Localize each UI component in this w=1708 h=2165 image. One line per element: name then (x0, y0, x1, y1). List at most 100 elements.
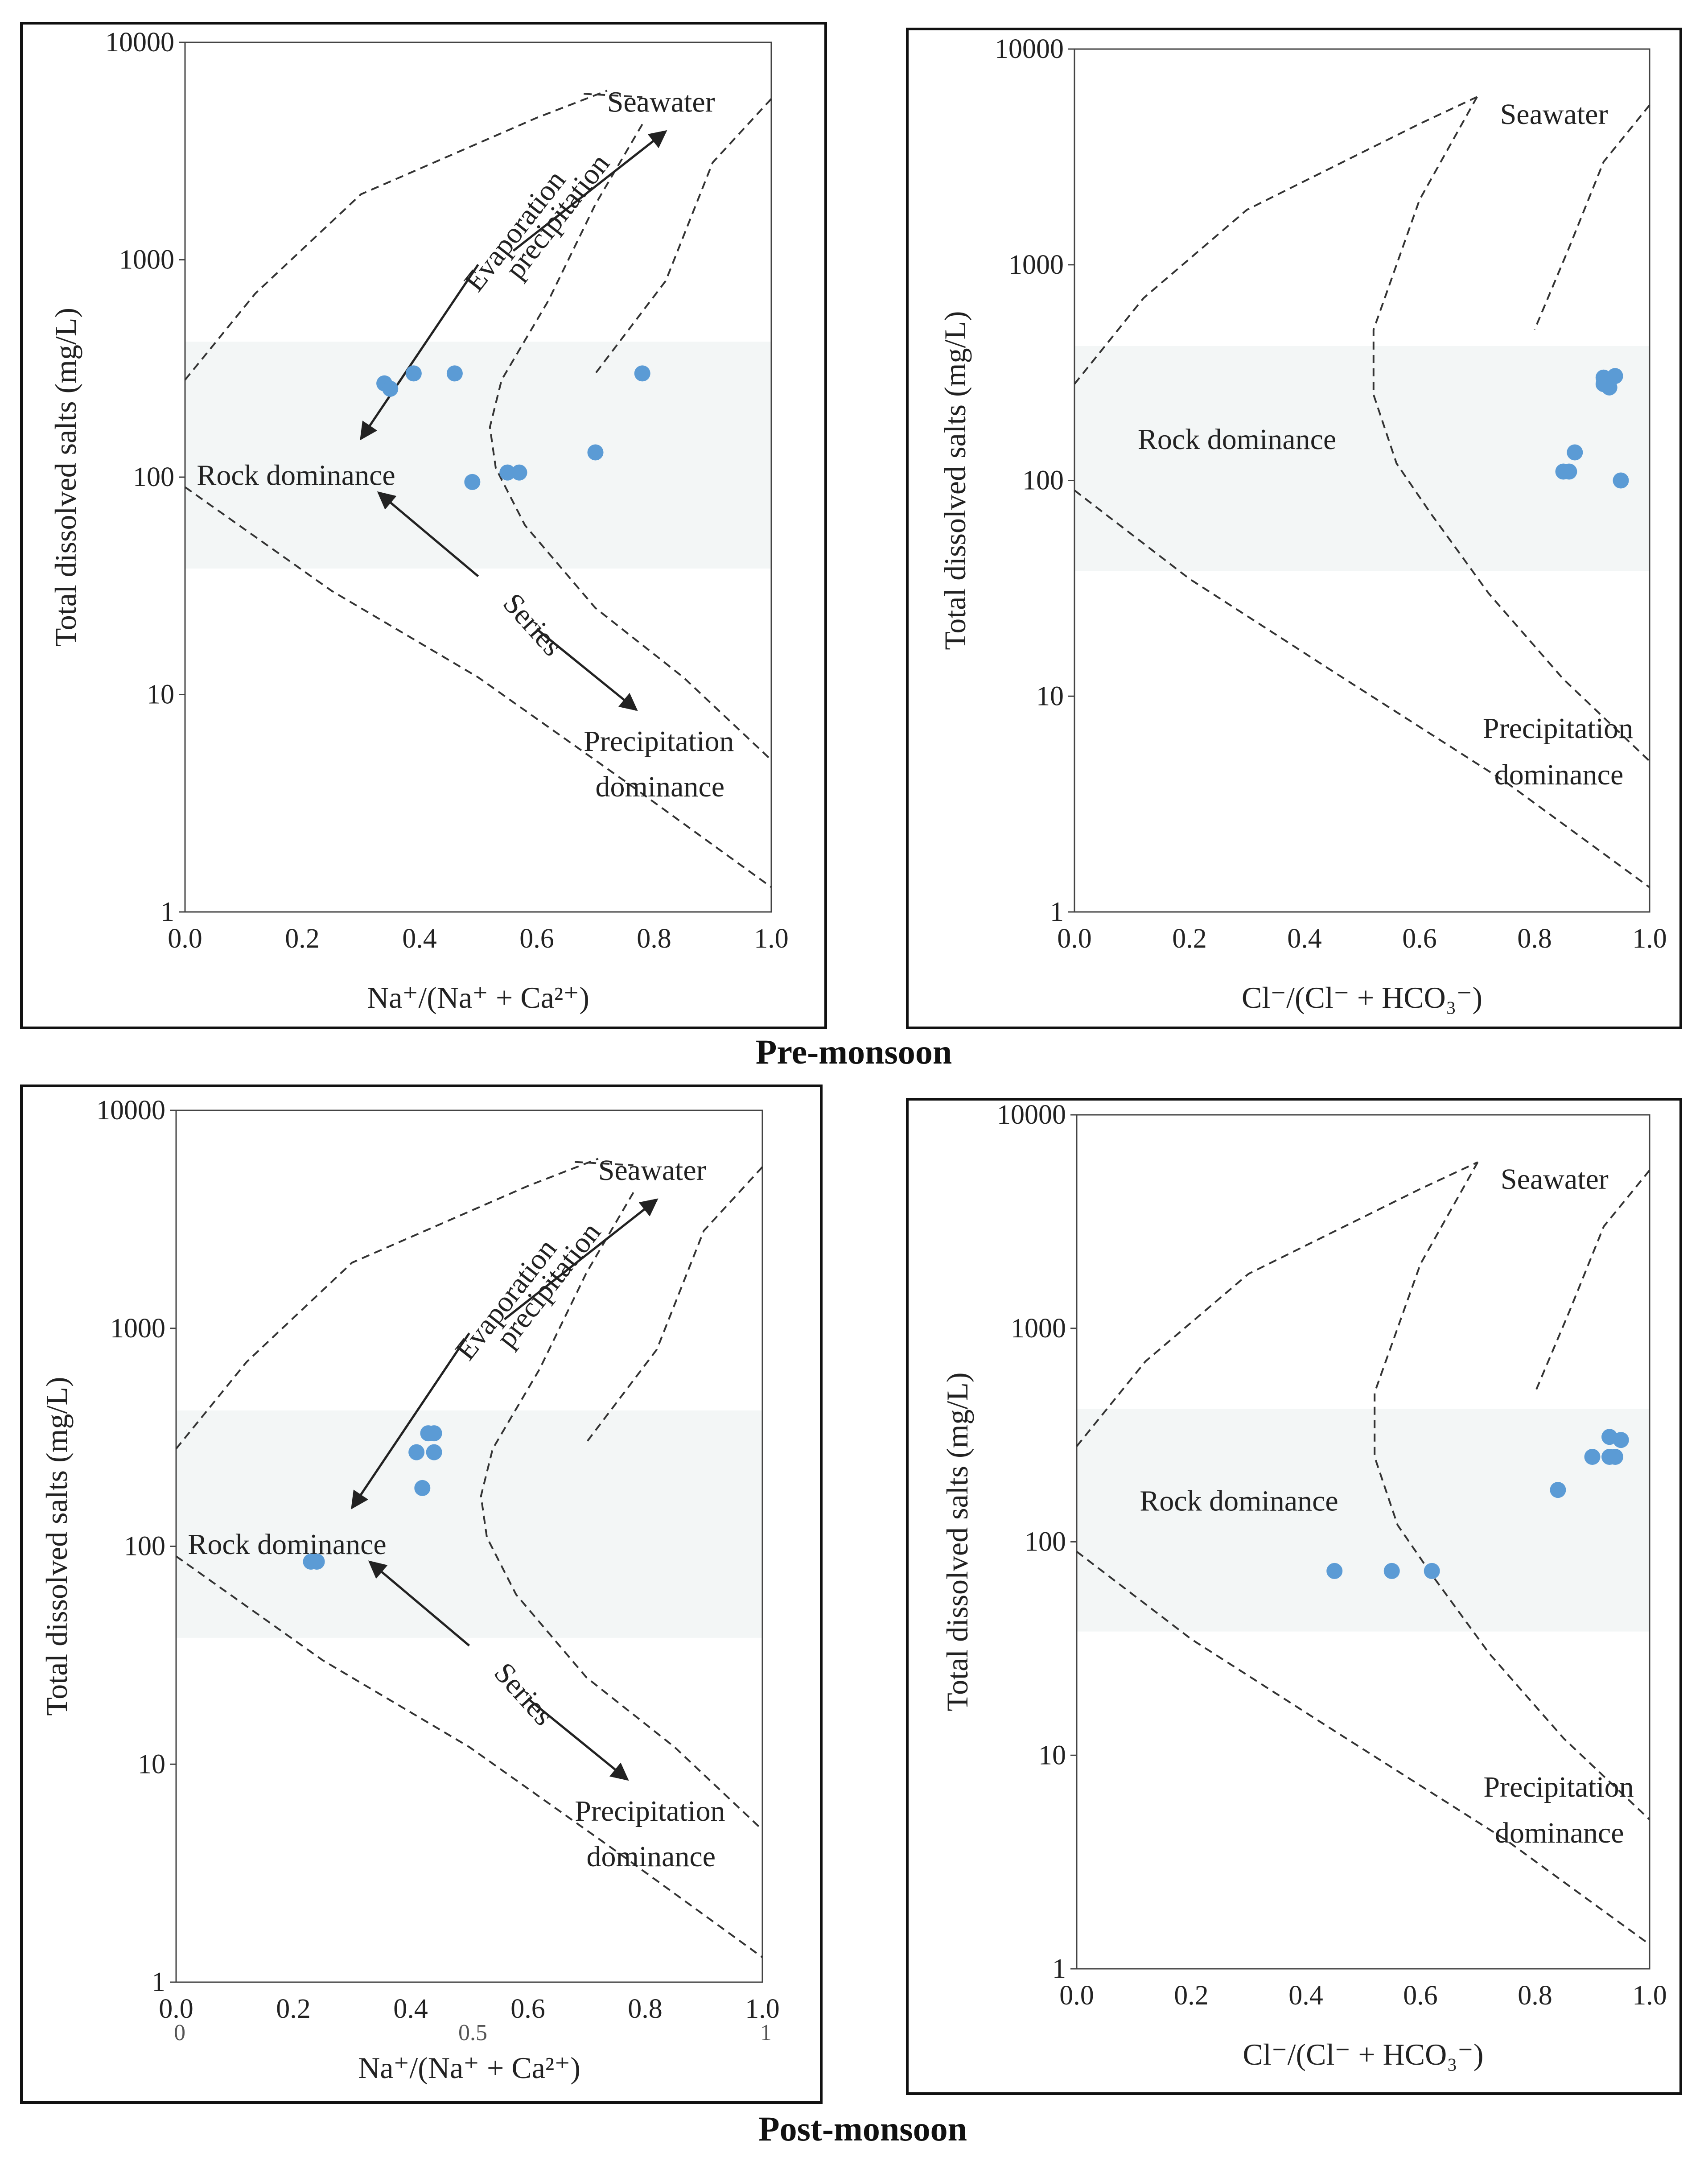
y-tick-label: 1 (1050, 897, 1064, 927)
envelope-lower-line (1076, 1551, 1650, 1946)
y-tick-label: 10 (147, 680, 174, 710)
data-point (382, 380, 399, 397)
envelope-upperTail-line (575, 1161, 634, 1167)
x-axis-label: Na⁺/(Na⁺ + Ca²⁺) (367, 981, 589, 1014)
y-tick-label: 1 (1052, 1954, 1066, 1984)
annotation-rock-dominance: Rock dominance (1140, 1485, 1338, 1518)
caption-pre-monsoon: Pre-monsoon (756, 1032, 952, 1071)
annotation-rock-dominance: Rock dominance (1138, 423, 1336, 456)
x-tick-label: 1.0 (1632, 924, 1667, 954)
y-tick-label: 10000 (105, 27, 174, 58)
envelope-right-line (1534, 1170, 1650, 1393)
x-tick-label: 0.2 (276, 1994, 311, 2024)
annotation-seawater: Seawater (598, 1154, 706, 1187)
y-tick-label: 1000 (110, 1313, 165, 1344)
x-tick-label: 1.0 (1632, 1980, 1667, 2011)
arrow-rock-down (351, 1332, 470, 1509)
envelope-lower-line (175, 1555, 763, 1958)
annotation-rock-dominance: Rock dominance (188, 1528, 386, 1561)
x-tick-label: 0.8 (1517, 924, 1552, 954)
annotation-precipitation-dominance-1: Precipitation (1483, 1771, 1634, 1803)
data-point (1383, 1563, 1400, 1579)
data-point (1424, 1563, 1440, 1579)
x-tick-label: 0.8 (637, 924, 671, 954)
envelope-lower-line (184, 486, 772, 888)
envelope-right-line (1534, 104, 1650, 330)
y-tick-label: 10000 (995, 34, 1064, 64)
annotation-precipitation-dominance-2: dominance (587, 1840, 716, 1873)
x-axis-label: Cl⁻/(Cl⁻ + HCO₃⁻) (1243, 2037, 1484, 2071)
x-tick-label: 0.6 (1403, 1980, 1438, 2011)
data-point (414, 1480, 431, 1496)
envelope-inner-line (480, 1192, 763, 1831)
annotation-series: Series (488, 1657, 560, 1732)
y-tick-label: 1 (161, 897, 174, 927)
data-point (1584, 1448, 1601, 1465)
annotation-rock-dominance: Rock dominance (197, 459, 395, 492)
x-tick-label: 1.0 (745, 1994, 780, 2024)
data-point (511, 464, 527, 481)
data-point (1613, 1432, 1629, 1448)
x-tick-label: 0.4 (393, 1994, 428, 2024)
y-tick-label: 100 (1022, 466, 1064, 496)
data-point (1607, 368, 1623, 384)
x-axis-label: Cl⁻/(Cl⁻ + HCO₃⁻) (1242, 981, 1482, 1014)
envelope-inner-line (1374, 1162, 1650, 1820)
y-tick-label: 10000 (997, 1100, 1066, 1130)
y-tick-label: 10 (138, 1749, 165, 1779)
envelope-upper-line (1074, 96, 1478, 385)
caption-post-monsoon: Post-monsoon (758, 2109, 967, 2148)
data-point (405, 365, 422, 382)
extra-tick-label: 0.5 (458, 2020, 487, 2045)
extra-tick-label: 0 (174, 2020, 185, 2045)
y-tick-label: 10 (1036, 681, 1064, 711)
y-tick-label: 100 (133, 462, 174, 492)
data-point (1567, 444, 1583, 461)
annotation-precipitation-dominance-1: Precipitation (575, 1795, 725, 1827)
shaded-band (185, 342, 771, 569)
arrow-rock-down (360, 264, 479, 441)
extra-tick-label: 1 (760, 2020, 772, 2045)
chart-panel-post-monsoon-cation: 1 10 100 1000 10000 0.0 0.2 0.4 0.6 0.8 1.0 0 0.5 1 Na… (20, 1085, 823, 2104)
data-point (1326, 1563, 1343, 1579)
y-tick-label: 10000 (96, 1095, 165, 1126)
data-point (426, 1425, 442, 1442)
x-tick-label: 0.6 (1402, 924, 1437, 954)
panel-frame (906, 1098, 1682, 2095)
envelope-right-line (585, 1166, 763, 1443)
envelope-inner-line (489, 124, 772, 761)
y-axis-label: Total dissolved salts (mg/L) (49, 308, 82, 647)
y-axis-label: Total dissolved salts (mg/L) (40, 1377, 74, 1716)
annotation-seawater: Seawater (1500, 98, 1608, 131)
chart-panel-post-monsoon-anion: 1 10 100 1000 10000 0.0 0.2 0.4 0.6 0.8 1.0 Cl⁻/(Cl… (906, 1098, 1682, 2095)
data-point (309, 1553, 325, 1570)
y-tick-label: 1000 (1008, 250, 1064, 280)
x-tick-label: 0.2 (1174, 1980, 1209, 2011)
chart-panel-pre-monsoon-anion: 1 10 100 1000 10000 0.0 0.2 0.4 0.6 0.8 1.0 Cl⁻/(Cl… (906, 28, 1682, 1029)
annotation-precipitation-dominance-1: Precipitation (1483, 712, 1633, 745)
x-tick-label: 0.2 (285, 924, 320, 954)
y-tick-label: 100 (1025, 1527, 1066, 1557)
data-point (1550, 1482, 1566, 1498)
arrow-series-down (527, 1698, 629, 1781)
annotation-precipitation-dominance-2: dominance (1495, 1817, 1624, 1849)
envelope-upperTail-line (584, 93, 642, 98)
x-tick-label: 0.2 (1172, 924, 1207, 954)
x-tick-label: 0.0 (1057, 924, 1092, 954)
envelope-right-line (594, 98, 772, 374)
annotation-precipitation-dominance-2: dominance (596, 771, 725, 803)
data-point (426, 1444, 442, 1460)
x-tick-label: 0.4 (1288, 1980, 1323, 2011)
shaded-band (1077, 1409, 1650, 1632)
x-tick-label: 0.0 (168, 924, 202, 954)
y-tick-label: 1 (152, 1967, 165, 1997)
arrow-series-up (368, 1560, 470, 1647)
chart-panel-pre-monsoon-cation: 1 10 100 1000 10000 0.0 0.2 0.4 0.6 0.8 1.0 Na⁺/(Na… (20, 22, 827, 1029)
envelope-lower-line (1074, 490, 1650, 888)
panel-frame (20, 1085, 823, 2104)
x-tick-label: 0.8 (628, 1994, 663, 2024)
y-tick-label: 1000 (119, 245, 174, 275)
x-tick-label: 0.4 (1287, 924, 1322, 954)
data-point (1613, 472, 1629, 489)
